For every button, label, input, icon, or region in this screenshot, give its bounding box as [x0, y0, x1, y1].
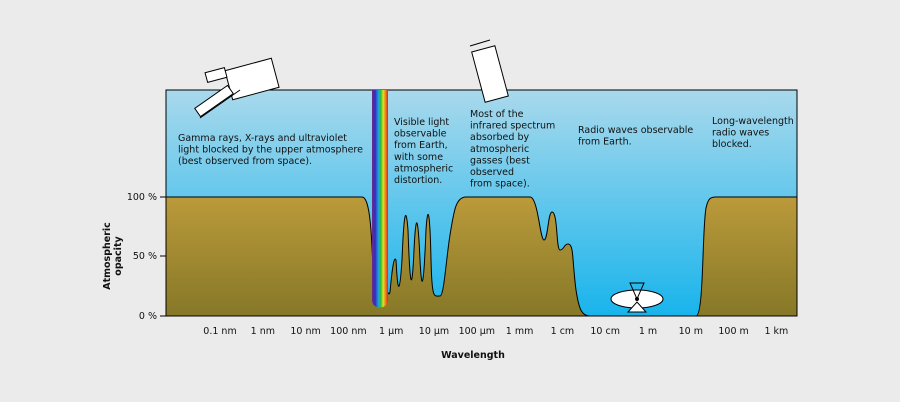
annotation: Gamma rays, X-rays and ultraviolet: [178, 133, 347, 144]
x-tick-label: 100 m: [718, 326, 748, 337]
telescope: [469, 39, 509, 103]
annotation: atmospheric: [470, 144, 529, 155]
x-axis-label: Wavelength: [441, 350, 505, 361]
annotation: blocked.: [712, 139, 752, 150]
x-tick-label: 10 nm: [290, 326, 320, 337]
satellite: [194, 57, 280, 119]
x-tick-label: 10 cm: [590, 326, 620, 337]
visible-band: [372, 90, 388, 308]
x-tick-label: 1 mm: [506, 326, 534, 337]
annotation: from space).: [470, 179, 530, 190]
opacity-curve: [165, 196, 798, 317]
annotation: gasses (best: [470, 155, 530, 166]
x-tick-label: 0.1 nm: [203, 326, 236, 337]
annotation: atmospheric: [394, 163, 453, 174]
x-tick-label: 10 m: [679, 326, 703, 337]
annotation: with some: [394, 152, 443, 163]
annotation: radio waves: [712, 128, 769, 139]
annotation: infrared spectrum: [470, 121, 555, 132]
y-axis-label: Atmospheric: [102, 222, 113, 290]
annotation: distortion.: [394, 175, 442, 186]
x-tick-label: 1 nm: [251, 326, 275, 337]
y-axis-label: opacity: [113, 236, 124, 276]
y-tick-label: 0 %: [139, 311, 157, 322]
annotation: Visible light: [394, 117, 449, 128]
annotation: observable: [394, 129, 447, 140]
annotation: absorbed by: [470, 132, 529, 143]
y-tick-label: 100 %: [127, 192, 157, 203]
x-tick-label: 10 µm: [419, 326, 449, 337]
x-tick-label: 1 cm: [551, 326, 575, 337]
annotation: observed: [470, 167, 514, 178]
radio-dish: [610, 282, 664, 313]
x-tick-label: 100 µm: [459, 326, 495, 337]
annotation: Radio waves observable: [578, 125, 693, 136]
annotation: from Earth.: [578, 137, 632, 148]
y-tick-label: 50 %: [133, 251, 157, 262]
annotation: from Earth,: [394, 140, 448, 151]
annotation: light blocked by the upper atmosphere: [178, 145, 363, 156]
x-tick-label: 100 nm: [330, 326, 366, 337]
annotation: (best observed from space).: [178, 156, 312, 167]
x-tick-label: 1 m: [639, 326, 657, 337]
annotation: Most of the: [470, 109, 524, 120]
annotation: Long-wavelength: [712, 116, 794, 127]
x-tick-label: 1 µm: [379, 326, 403, 337]
x-tick-label: 1 km: [764, 326, 788, 337]
